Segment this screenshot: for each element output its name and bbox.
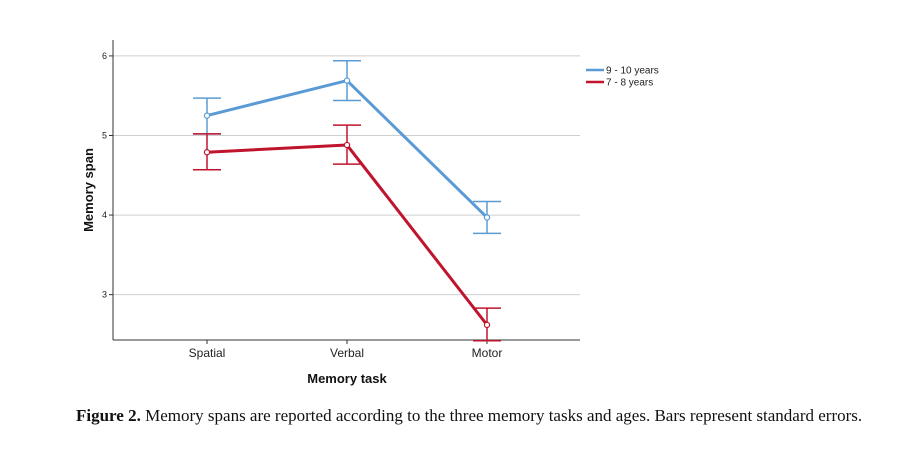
caption-text: Memory spans are reported according to t… [140, 406, 863, 425]
series-group [193, 59, 501, 342]
data-point [203, 112, 211, 119]
y-tick-label: 3 [102, 290, 107, 300]
series-1 [193, 59, 501, 235]
series-2 [193, 124, 501, 342]
y-tick-label: 4 [102, 210, 107, 220]
x-tick-label: Spatial [189, 346, 226, 360]
legend-label: 7 - 8 years [606, 78, 653, 89]
y-tick-label: 5 [102, 130, 107, 140]
data-point [483, 321, 491, 329]
x-tick-labels: Spatial Verbal Motor [189, 340, 503, 360]
y-axis-label: Memory span [81, 148, 96, 232]
figure-caption: Figure 2. Memory spans are reported acco… [76, 404, 876, 428]
data-point [343, 77, 351, 84]
y-tick-labels: 3 4 5 6 [102, 51, 113, 300]
caption-label: Figure 2. [76, 406, 141, 425]
legend-label: 9 - 10 years [606, 66, 659, 77]
y-tick-label: 6 [102, 51, 107, 61]
series-line [206, 143, 489, 326]
data-point [483, 214, 491, 221]
x-tick-label: Motor [472, 346, 503, 360]
data-point [343, 141, 351, 149]
data-point [203, 149, 211, 156]
x-axis-label: Memory task [307, 371, 387, 386]
x-tick-label: Verbal [330, 346, 364, 360]
